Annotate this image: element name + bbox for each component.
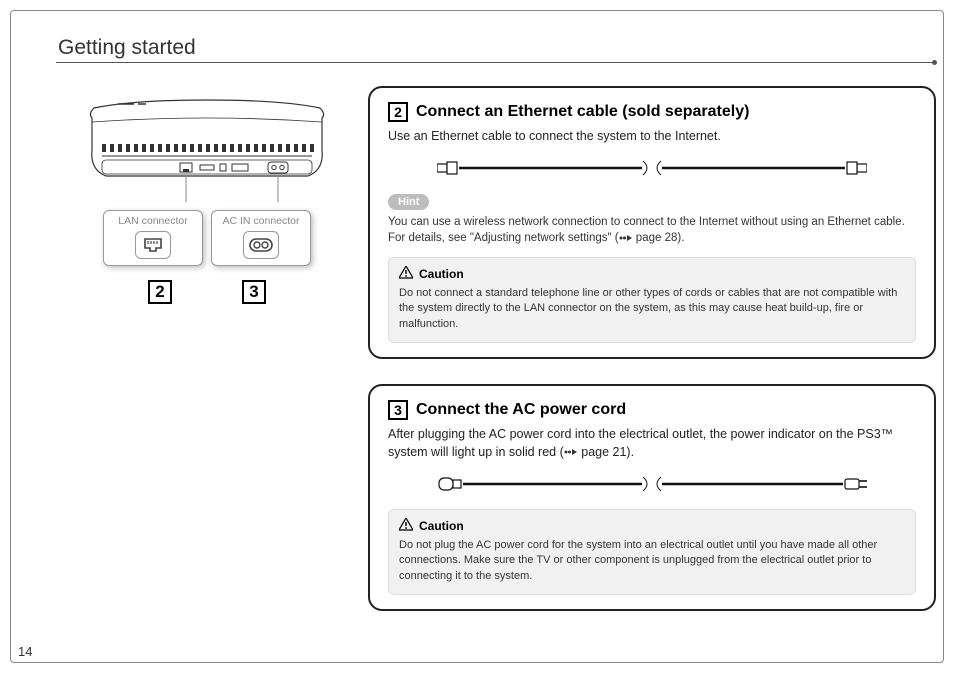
panel-power-heading: 3 Connect the AC power cord <box>388 400 916 420</box>
diagram-step-numbers: 2 3 <box>62 280 352 304</box>
caution-ethernet-label: Caution <box>419 267 464 281</box>
diagram-step-2: 2 <box>148 280 172 304</box>
hint-badge: Hint <box>388 194 429 210</box>
callout-row: LAN connector AC IN connector <box>62 210 352 266</box>
ethernet-cable-illustration <box>388 158 916 178</box>
panel-power-title: Connect the AC power cord <box>416 401 626 419</box>
panel-power-body: After plugging the AC power cord into th… <box>388 426 916 461</box>
warning-icon <box>399 518 413 534</box>
caution-power-text: Do not plug the AC power cord for the sy… <box>399 538 905 584</box>
caution-ethernet-text: Do not connect a standard telephone line… <box>399 286 905 332</box>
hint-page-ref: page 28). <box>633 232 685 244</box>
callout-acin: AC IN connector <box>211 210 311 266</box>
section-title: Getting started <box>58 36 196 60</box>
diagram-step-3: 3 <box>242 280 266 304</box>
page-ref-arrow-icon <box>564 448 578 456</box>
caution-ethernet: Caution Do not connect a standard teleph… <box>388 257 916 343</box>
panel-power-body-a: After plugging the AC power cord into th… <box>388 427 893 459</box>
panel-power-page-ref: page 21). <box>578 445 634 459</box>
lan-port-icon <box>135 231 171 259</box>
caution-power: Caution Do not plug the AC power cord fo… <box>388 509 916 595</box>
caution-ethernet-heading: Caution <box>399 266 905 282</box>
power-cord-illustration <box>388 473 916 495</box>
hint-text: You can use a wireless network connectio… <box>388 214 916 247</box>
header-rule <box>56 62 936 63</box>
panel-ethernet: 2 Connect an Ethernet cable (sold separa… <box>368 86 936 359</box>
panel-ethernet-body: Use an Ethernet cable to connect the sys… <box>388 128 916 146</box>
warning-icon <box>399 266 413 282</box>
callout-lan-label: LAN connector <box>118 215 187 227</box>
device-diagram: LAN connector AC IN connector 2 3 <box>62 96 352 304</box>
page-number: 14 <box>18 644 32 659</box>
callout-lan: LAN connector <box>103 210 203 266</box>
panel-ethernet-heading: 2 Connect an Ethernet cable (sold separa… <box>388 102 916 122</box>
page-ref-arrow-icon <box>619 234 633 242</box>
callout-acin-label: AC IN connector <box>222 215 299 227</box>
panel-ethernet-title: Connect an Ethernet cable (sold separate… <box>416 103 749 121</box>
panel-power: 3 Connect the AC power cord After pluggi… <box>368 384 936 611</box>
step-number-3: 3 <box>388 400 408 420</box>
caution-power-label: Caution <box>419 519 464 533</box>
caution-power-heading: Caution <box>399 518 905 534</box>
ps3-rear-illustration <box>72 96 342 206</box>
ac-in-port-icon <box>243 231 279 259</box>
step-number-2: 2 <box>388 102 408 122</box>
